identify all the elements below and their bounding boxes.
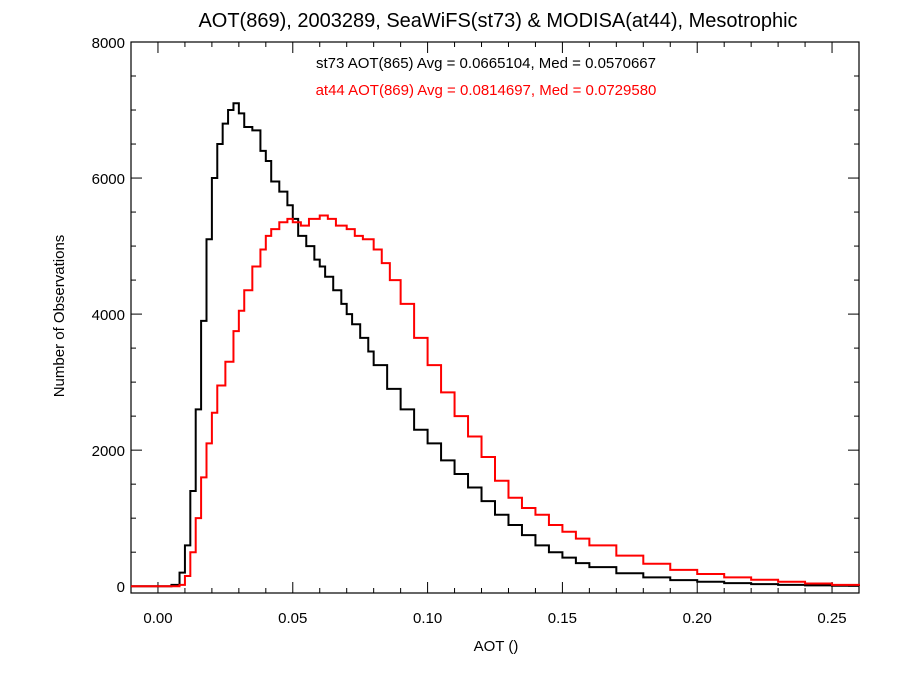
annotation-at44: at44 AOT(869) Avg = 0.0814697, Med = 0.0… [316,82,657,99]
x-tick-label: 0.25 [817,610,846,627]
y-tick-label: 2000 [92,443,125,460]
y-tick-label: 6000 [92,171,125,188]
y-tick-label: 4000 [92,307,125,324]
y-tick-label: 0 [117,579,125,596]
x-axis-label: AOT () [474,638,519,655]
y-axis-label: Number of Observations [51,235,68,398]
series-line-1 [131,214,860,588]
x-tick-label: 0.00 [143,610,172,627]
x-tick-label: 0.15 [548,610,577,627]
annotation-st73: st73 AOT(865) Avg = 0.0665104, Med = 0.0… [316,55,656,72]
x-tick-label: 0.05 [278,610,307,627]
series-line-0 [131,102,860,588]
series-group [131,102,860,588]
x-tick-label: 0.20 [683,610,712,627]
x-tick-label: 0.10 [413,610,442,627]
chart-title: AOT(869), 2003289, SeaWiFS(st73) & MODIS… [198,10,797,32]
y-tick-label: 8000 [92,35,125,52]
plot-frame [130,41,860,594]
axis-ticks: 0.00 0.05 0.10 0.15 0.20 0.25 0 2000 4000 6000 800… [92,35,860,627]
